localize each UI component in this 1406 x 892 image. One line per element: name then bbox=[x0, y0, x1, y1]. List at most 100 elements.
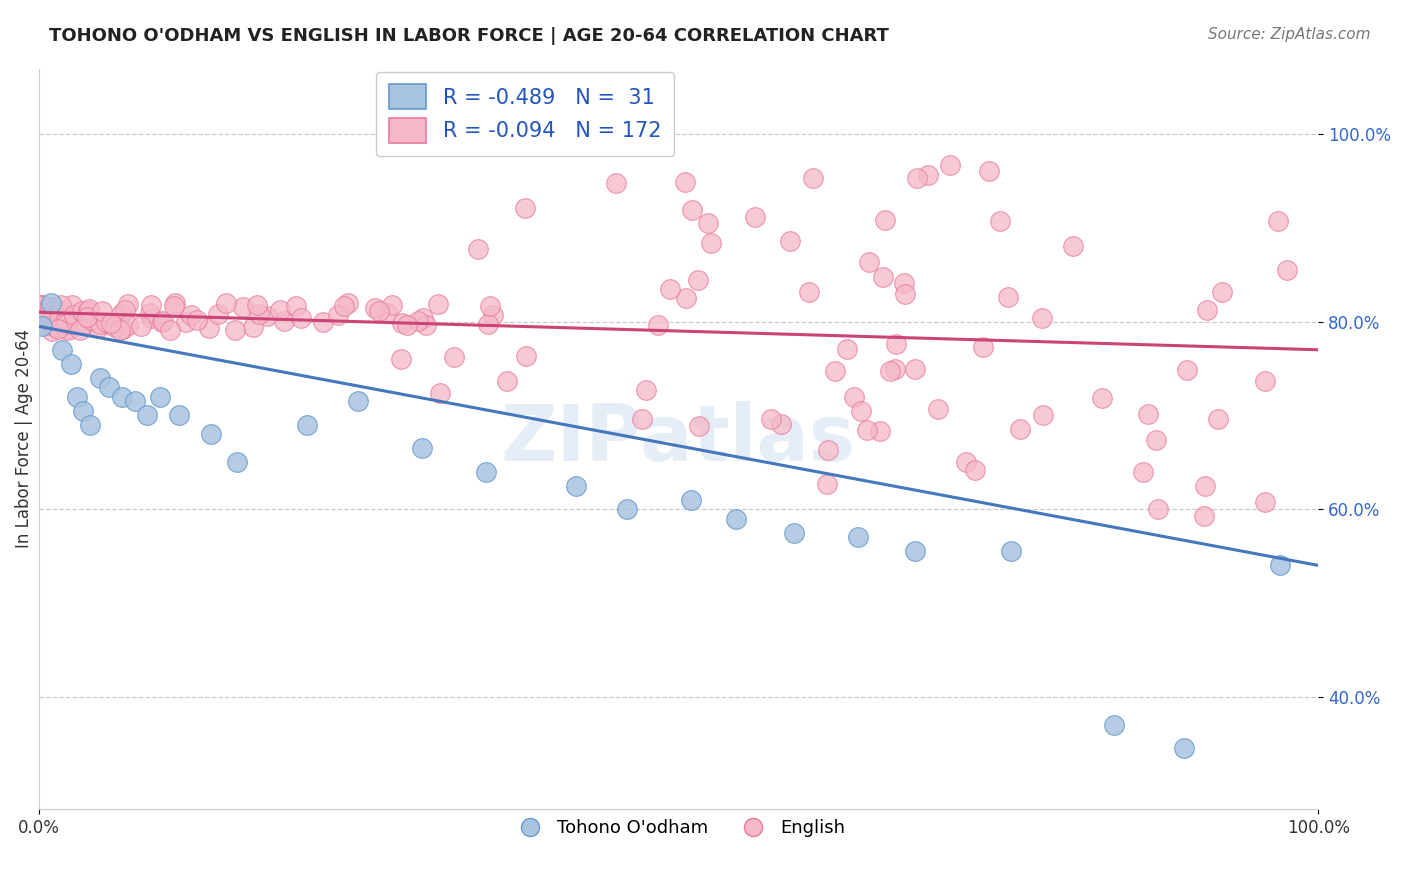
Point bbox=[515, 201, 537, 215]
Point bbox=[482, 308, 505, 322]
Point bbox=[180, 308, 202, 322]
Point bbox=[58, 323, 80, 337]
Point bbox=[855, 423, 877, 437]
Point bbox=[427, 297, 450, 311]
Point bbox=[565, 479, 588, 493]
Point bbox=[77, 304, 100, 318]
Point bbox=[31, 299, 53, 313]
Point bbox=[375, 305, 398, 319]
Point bbox=[38, 307, 60, 321]
Point bbox=[34, 308, 56, 322]
Point bbox=[893, 287, 915, 301]
Point bbox=[48, 304, 70, 318]
Point bbox=[769, 417, 792, 432]
Point bbox=[49, 312, 72, 326]
Point bbox=[32, 303, 55, 318]
Point bbox=[1008, 422, 1031, 436]
Point bbox=[89, 371, 111, 385]
Point bbox=[41, 296, 63, 310]
Point bbox=[256, 309, 278, 323]
Point bbox=[364, 301, 387, 315]
Point bbox=[129, 319, 152, 334]
Point bbox=[495, 374, 517, 388]
Point bbox=[779, 234, 801, 248]
Point bbox=[51, 343, 73, 357]
Point bbox=[869, 424, 891, 438]
Point bbox=[207, 307, 229, 321]
Point bbox=[42, 317, 65, 331]
Point bbox=[44, 319, 66, 334]
Point bbox=[97, 380, 120, 394]
Point bbox=[333, 299, 356, 313]
Point bbox=[72, 303, 94, 318]
Point bbox=[163, 296, 186, 310]
Point bbox=[284, 300, 307, 314]
Point bbox=[224, 323, 246, 337]
Text: Source: ZipAtlas.com: Source: ZipAtlas.com bbox=[1208, 27, 1371, 42]
Point bbox=[965, 463, 987, 477]
Point bbox=[846, 530, 869, 544]
Point bbox=[1031, 310, 1053, 325]
Point bbox=[34, 312, 56, 326]
Point bbox=[48, 303, 70, 318]
Point bbox=[326, 308, 349, 322]
Point bbox=[39, 300, 62, 314]
Point bbox=[979, 164, 1001, 178]
Point bbox=[30, 298, 52, 312]
Point bbox=[62, 308, 84, 322]
Point bbox=[80, 313, 103, 327]
Point bbox=[647, 318, 669, 332]
Point bbox=[273, 314, 295, 328]
Point bbox=[32, 307, 55, 321]
Point bbox=[630, 412, 652, 426]
Point bbox=[368, 304, 391, 318]
Point bbox=[515, 349, 537, 363]
Point bbox=[939, 158, 962, 172]
Point bbox=[247, 307, 270, 321]
Point bbox=[55, 313, 77, 327]
Point bbox=[837, 343, 859, 357]
Point bbox=[801, 171, 824, 186]
Point bbox=[681, 202, 703, 217]
Point bbox=[104, 319, 127, 334]
Point bbox=[66, 390, 89, 404]
Point bbox=[1254, 495, 1277, 509]
Point bbox=[117, 297, 139, 311]
Point bbox=[817, 443, 839, 458]
Point bbox=[59, 357, 82, 371]
Point bbox=[477, 317, 499, 331]
Point bbox=[312, 314, 335, 328]
Point bbox=[873, 212, 896, 227]
Point bbox=[38, 300, 60, 314]
Point bbox=[697, 216, 720, 230]
Point bbox=[48, 322, 70, 336]
Point bbox=[724, 511, 747, 525]
Point bbox=[79, 301, 101, 316]
Point bbox=[197, 321, 219, 335]
Point bbox=[616, 502, 638, 516]
Point bbox=[37, 302, 59, 317]
Point bbox=[636, 383, 658, 397]
Point bbox=[45, 317, 67, 331]
Point bbox=[927, 401, 949, 416]
Point bbox=[1206, 411, 1229, 425]
Point bbox=[76, 310, 98, 324]
Point bbox=[49, 298, 72, 312]
Legend: Tohono O'odham, English: Tohono O'odham, English bbox=[505, 812, 852, 845]
Point bbox=[681, 492, 703, 507]
Point bbox=[411, 441, 433, 455]
Point bbox=[988, 213, 1011, 227]
Point bbox=[759, 411, 782, 425]
Point bbox=[159, 323, 181, 337]
Point bbox=[111, 322, 134, 336]
Point bbox=[1254, 374, 1277, 388]
Point bbox=[858, 255, 880, 269]
Point bbox=[124, 394, 146, 409]
Point bbox=[110, 323, 132, 337]
Point bbox=[141, 298, 163, 312]
Point bbox=[1173, 741, 1195, 756]
Point bbox=[1268, 558, 1291, 573]
Point bbox=[905, 170, 928, 185]
Point bbox=[673, 175, 696, 189]
Point bbox=[824, 363, 846, 377]
